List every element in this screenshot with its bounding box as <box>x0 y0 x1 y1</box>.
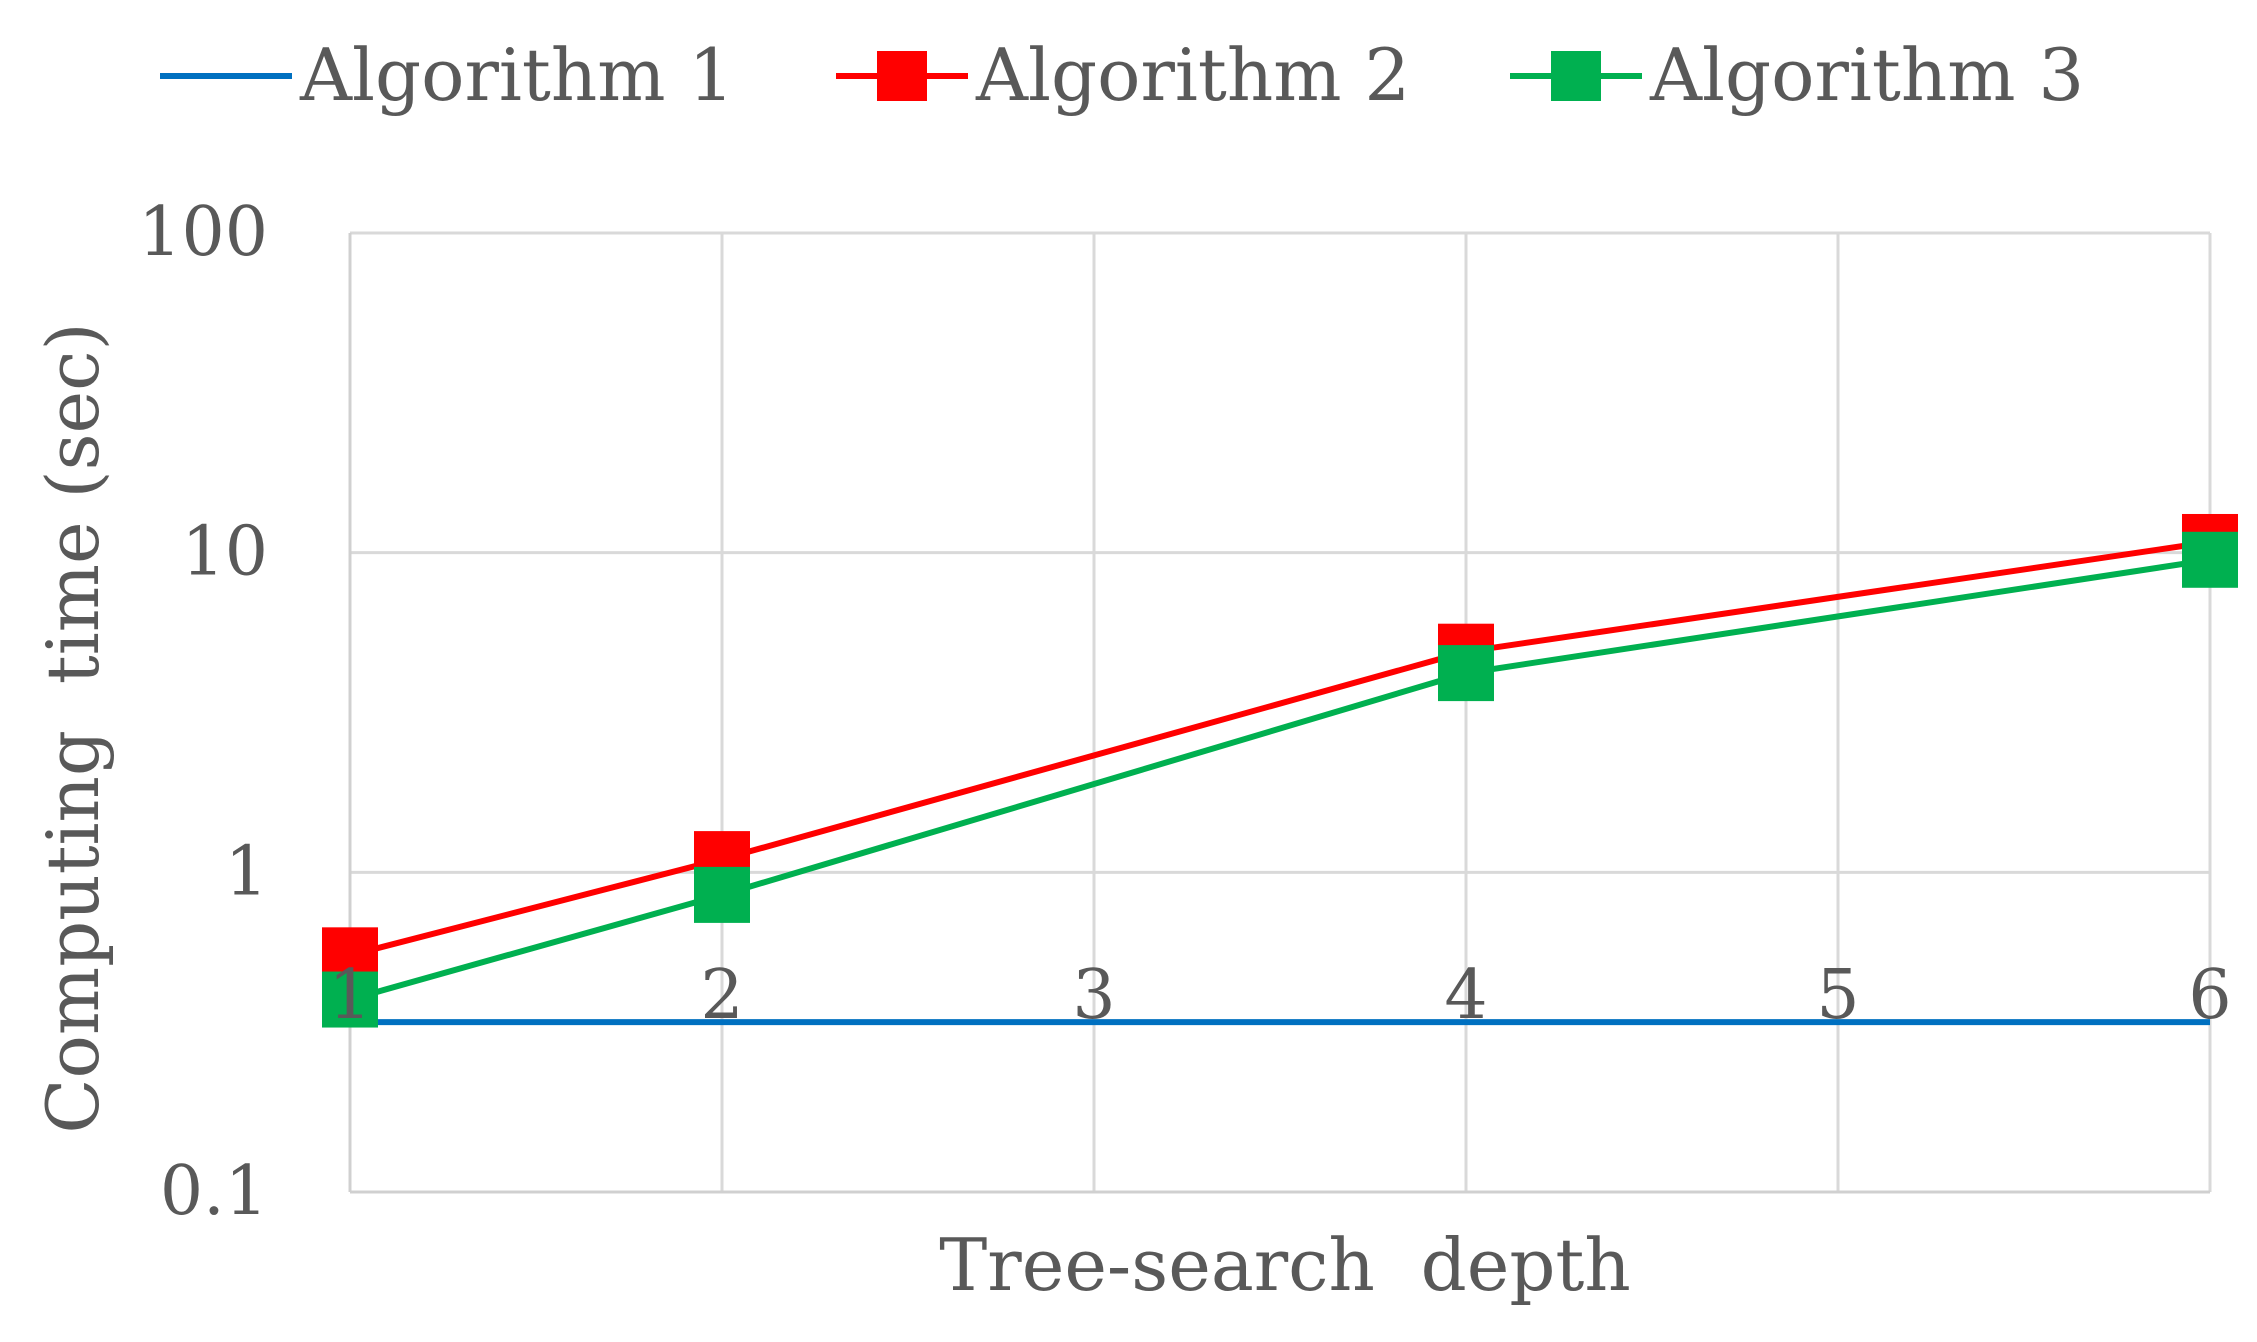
grid <box>348 231 2212 1194</box>
legend-label: Algorithm 1 <box>299 33 734 117</box>
y-tick-label: 10 <box>181 513 268 592</box>
legend: Algorithm 1 Algorithm 2 Algorithm 3 <box>160 33 2084 117</box>
series-layer <box>322 513 2238 1028</box>
x-axis-title: Tree-search depth <box>939 1223 1630 1307</box>
y-tick-label: 100 <box>138 193 268 272</box>
x-tick-label: 5 <box>1816 956 1859 1035</box>
legend-swatch-marker <box>1551 51 1601 101</box>
y-tick-label: 0.1 <box>160 1152 268 1231</box>
legend-swatch-marker <box>877 51 927 101</box>
data-point-marker <box>694 866 750 923</box>
series-line-3 <box>349 556 2211 1003</box>
legend-item: Algorithm 1 <box>160 33 734 117</box>
x-tick-label: 1 <box>328 956 371 1035</box>
x-tick-label: 3 <box>1072 956 1115 1035</box>
data-point-marker <box>1438 645 1494 702</box>
tick-labels: 0.1 1 10 100 1 2 3 4 5 6 <box>138 193 2231 1231</box>
data-point-marker <box>2182 531 2238 588</box>
legend-item: Algorithm 3 <box>1510 33 2084 117</box>
legend-label: Algorithm 3 <box>1649 33 2084 117</box>
x-tick-label: 4 <box>1444 956 1487 1035</box>
legend-item: Algorithm 2 <box>836 33 1410 117</box>
x-tick-label: 6 <box>2188 956 2231 1035</box>
y-tick-label: 1 <box>225 832 268 911</box>
y-axis-title: Computing time (sec) <box>31 322 115 1133</box>
series-line-2 <box>349 539 2211 959</box>
x-tick-label: 2 <box>700 956 743 1035</box>
legend-label: Algorithm 2 <box>975 33 1410 117</box>
data-point-marker <box>322 971 378 1028</box>
